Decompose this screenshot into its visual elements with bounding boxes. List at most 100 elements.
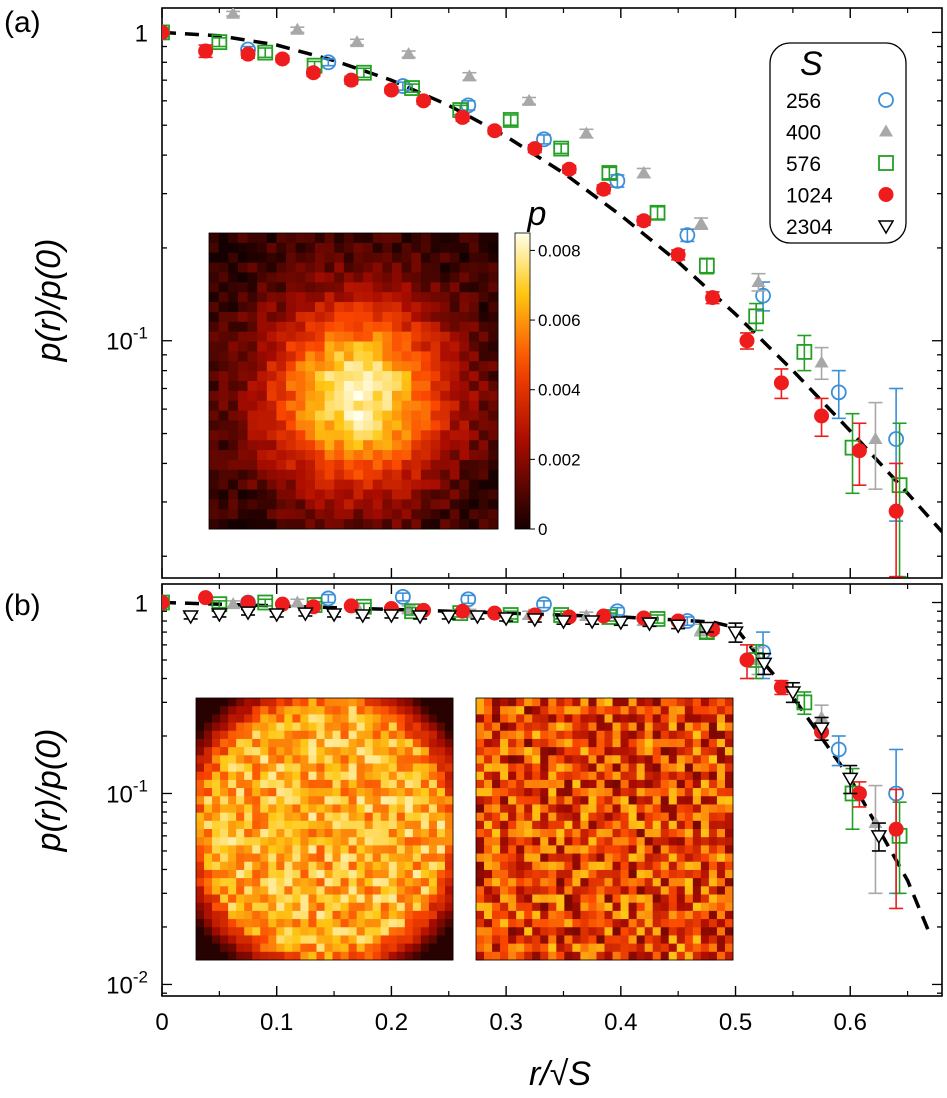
heatmap-cell — [564, 927, 573, 936]
heatmap-cell — [556, 714, 565, 723]
heatmap-cell — [382, 262, 393, 273]
heatmap-cell — [332, 919, 341, 928]
heatmap-cell — [364, 779, 374, 789]
heatmap-cell — [308, 878, 317, 887]
panel-b-label: (b) — [4, 589, 41, 622]
heatmap-cell — [276, 894, 285, 904]
heatmap-cell — [524, 829, 533, 838]
data-point — [383, 609, 400, 624]
heatmap-cell — [430, 361, 441, 372]
heatmap-cell — [484, 820, 493, 830]
heatmap-cell — [392, 233, 403, 244]
heatmap-cell — [372, 861, 382, 871]
heatmap-cell — [660, 902, 670, 912]
heatmap-cell — [636, 837, 646, 846]
heatmap-cell — [652, 910, 662, 920]
heatmap-cell — [404, 853, 414, 863]
heatmap-cell — [476, 804, 485, 814]
data-point — [290, 595, 305, 608]
heatmap-cell — [396, 796, 406, 805]
heatmap-cell — [343, 242, 354, 254]
heatmap-cell — [196, 755, 205, 764]
heatmap-cell — [588, 861, 597, 871]
heatmap-cell — [392, 509, 403, 520]
heatmap-cell — [676, 779, 686, 789]
heatmap-cell — [476, 869, 485, 879]
heatmap-cell — [305, 341, 316, 352]
heatmap-cell — [636, 812, 646, 822]
heatmap-cell — [449, 519, 460, 530]
heatmap-cell — [476, 779, 485, 789]
heatmap-cell — [636, 853, 646, 863]
heatmap-cell — [488, 420, 499, 431]
heatmap-cell — [628, 812, 638, 822]
heatmap-cell — [411, 509, 422, 520]
heatmap-cell — [380, 812, 390, 822]
heatmap-cell — [308, 902, 317, 912]
heatmap-cell — [353, 292, 364, 303]
heatmap-cell — [382, 321, 393, 333]
heatmap-cell — [382, 302, 393, 313]
heatmap-cell — [700, 779, 710, 789]
heatmap-cell — [556, 869, 565, 879]
heatmap-cell — [353, 459, 364, 471]
heatmap-cell — [209, 351, 220, 362]
heatmap-cell — [708, 927, 718, 936]
heatmap-cell — [436, 763, 446, 773]
heatmap-cell — [388, 910, 398, 920]
heatmap-cell — [220, 919, 229, 928]
heatmap-cell — [444, 886, 454, 895]
heatmap-cell — [380, 845, 390, 854]
heatmap-cell — [257, 479, 268, 490]
heatmap-cell — [218, 509, 229, 520]
heatmap-cell — [572, 919, 581, 928]
heatmap-cell — [612, 738, 621, 748]
heatmap-cell — [469, 450, 480, 461]
heatmap-cell — [353, 242, 364, 254]
heatmap-cell — [209, 479, 220, 490]
heatmap-cell — [247, 321, 258, 333]
heatmap-cell — [492, 853, 501, 863]
heatmap-cell — [316, 886, 325, 895]
heatmap-cell — [300, 951, 309, 961]
heatmap-cell — [692, 951, 702, 961]
heatmap-cell — [343, 440, 354, 451]
heatmap-cell — [244, 902, 253, 912]
heatmap-cell — [237, 321, 248, 333]
heatmap-cell — [252, 886, 261, 895]
heatmap-cell — [292, 837, 301, 846]
heatmap-cell — [237, 430, 248, 441]
heatmap-cell — [257, 262, 268, 273]
heatmap-cell — [716, 951, 726, 961]
heatmap-cell — [444, 698, 454, 707]
heatmap-cell — [430, 282, 441, 293]
heatmap-cell — [604, 763, 613, 773]
heatmap-cell — [612, 722, 621, 732]
heatmap-cell — [308, 771, 317, 781]
heatmap-cell — [548, 763, 557, 773]
heatmap-cell — [343, 459, 354, 471]
heatmap-cell — [396, 869, 406, 879]
heatmap-cell — [396, 738, 406, 748]
heatmap-cell — [276, 722, 285, 732]
heatmap-cell — [372, 499, 383, 510]
heatmap-cell — [364, 698, 374, 707]
heatmap-cell — [420, 804, 430, 814]
heatmap-cell — [612, 763, 621, 773]
heatmap-cell — [692, 935, 702, 945]
heatmap-cell — [218, 302, 229, 313]
heatmap-cell — [324, 837, 333, 846]
heatmap-cell — [476, 853, 485, 863]
heatmap-cell — [348, 829, 358, 838]
heatmap-cell — [372, 820, 382, 830]
heatmap-cell — [292, 788, 301, 797]
heatmap-cell — [449, 282, 460, 293]
heatmap-cell — [324, 894, 333, 904]
heatmap-cell — [684, 837, 694, 846]
heatmap-cell — [524, 722, 533, 732]
heatmap-cell — [716, 845, 726, 854]
data-point — [211, 34, 228, 51]
heatmap-cell — [334, 272, 345, 283]
heatmap-cell — [209, 252, 220, 263]
heatmap-cell — [484, 747, 493, 756]
